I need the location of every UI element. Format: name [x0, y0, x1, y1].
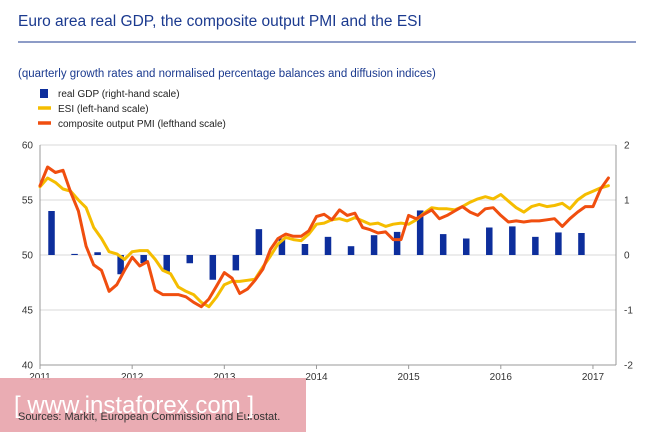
x-tick-label: 2013 [213, 372, 236, 383]
gdp-bar [370, 235, 378, 255]
y-right-tick-label: 2 [624, 141, 630, 152]
gdp-bar [117, 255, 124, 275]
x-tick-label: 2015 [398, 372, 421, 383]
esi-line [38, 176, 610, 309]
pmi-line [38, 165, 610, 309]
y-left-tick-label: 45 [22, 306, 34, 317]
chart-title: Euro area real GDP, the composite output… [18, 13, 422, 30]
gdp-bar [324, 236, 332, 255]
y-left-tick-label: 40 [22, 361, 34, 372]
source-note: Sources: Markit, European Commission and… [18, 411, 280, 423]
watermark-band [0, 378, 306, 432]
watermark-text: [ www.instaforex.com ] [14, 392, 254, 419]
axes [39, 145, 617, 369]
gdp-bar [578, 233, 585, 255]
gdp-bar [347, 246, 355, 255]
tick-labels: 40 45 50 55 60 -2 -1 0 1 2 2011 2012 2013 2014 2015 201… [22, 141, 633, 384]
y-right-tick-label: -1 [624, 306, 633, 317]
gdp-bar [94, 252, 101, 255]
y-right-tick-label: 1 [624, 196, 630, 207]
y-right-tick-label: -2 [624, 361, 633, 372]
legend-pmi-label: composite output PMI (lefthand scale) [58, 119, 226, 130]
gdp-bar [486, 227, 493, 255]
gdp-bars [48, 210, 585, 280]
gdp-bar [555, 232, 562, 255]
gdp-bar [163, 255, 170, 272]
gdp-bar [186, 255, 194, 264]
x-tick-label: 2011 [29, 372, 51, 383]
gdp-bar [439, 234, 447, 255]
y-left-tick-label: 50 [22, 251, 34, 262]
gdp-bar [278, 238, 286, 255]
series-lines [38, 165, 610, 309]
gdp-bar [393, 231, 401, 255]
legend-gdp-label: real GDP (right-hand scale) [58, 89, 180, 100]
gdp-bar [532, 236, 539, 255]
y-left-tick-label: 55 [22, 196, 34, 207]
x-tick-label: 2012 [121, 372, 144, 383]
gdp-bar [48, 211, 55, 255]
y-right-tick-label: 0 [624, 251, 630, 262]
gdp-bar [209, 255, 217, 280]
gdp-bar [140, 255, 147, 264]
gdp-bar [416, 210, 424, 255]
gdp-bar [232, 255, 240, 271]
x-tick-label: 2014 [305, 372, 328, 383]
gdp-bar [509, 226, 516, 255]
gdp-bar [71, 253, 78, 255]
x-tick-label: 2016 [490, 372, 513, 383]
y-left-tick-label: 60 [22, 141, 34, 152]
legend: real GDP (right-hand scale) ESI (left-ha… [38, 89, 226, 130]
legend-gdp-swatch [40, 89, 48, 98]
chart-subtitle: (quarterly growth rates and normalised p… [18, 68, 436, 80]
x-tick-label: 2017 [582, 372, 605, 383]
gdp-bar [255, 229, 263, 255]
gdp-bar [301, 244, 309, 255]
legend-esi-label: ESI (left-hand scale) [58, 104, 149, 115]
gdp-bar [462, 238, 470, 255]
